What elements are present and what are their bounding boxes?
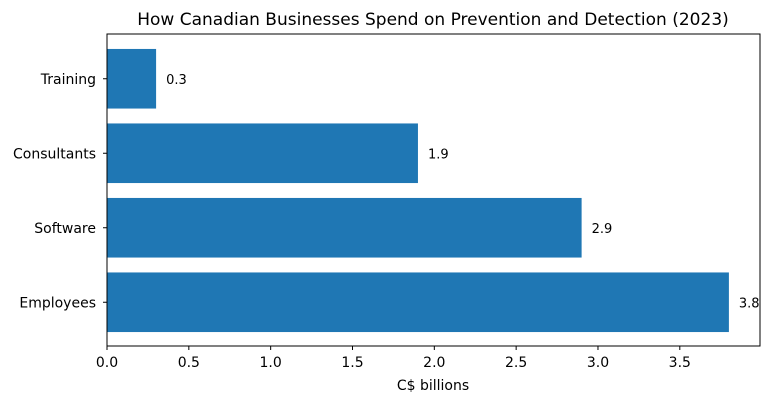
data-label-consultants: 1.9 xyxy=(428,147,449,162)
x-tick-label: 0.5 xyxy=(178,355,200,371)
x-tick-label: 2.5 xyxy=(505,355,527,371)
chart-title: How Canadian Businesses Spend on Prevent… xyxy=(137,10,729,30)
data-label-software: 2.9 xyxy=(592,222,613,237)
category-label-software: Software xyxy=(34,221,96,237)
plot-frame xyxy=(106,33,761,347)
data-label-training: 0.3 xyxy=(166,73,187,88)
x-tick-label: 0.0 xyxy=(96,355,118,371)
x-tick-label: 3.5 xyxy=(669,355,691,371)
x-axis-ticks: 0.0 0.5 1.0 1.5 2.0 2.5 3.0 3.5 xyxy=(96,346,691,371)
bar-training xyxy=(107,48,157,109)
bar-software xyxy=(107,197,582,258)
category-labels: Employees Software Consultants Training xyxy=(13,72,107,311)
data-label-employees: 3.8 xyxy=(739,296,760,311)
x-tick-label: 1.5 xyxy=(341,355,363,371)
bar-employees xyxy=(107,272,729,333)
x-tick-label: 3.0 xyxy=(587,355,609,371)
bars-group xyxy=(107,48,729,333)
x-axis-label: C$ billions xyxy=(397,378,469,394)
data-labels: 3.8 2.9 1.9 0.3 xyxy=(166,73,759,312)
bar-consultants xyxy=(107,123,418,184)
x-tick-label: 2.0 xyxy=(423,355,445,371)
category-label-employees: Employees xyxy=(19,295,96,311)
category-label-training: Training xyxy=(40,72,96,88)
x-tick-label: 1.0 xyxy=(260,355,282,371)
category-label-consultants: Consultants xyxy=(13,146,96,162)
